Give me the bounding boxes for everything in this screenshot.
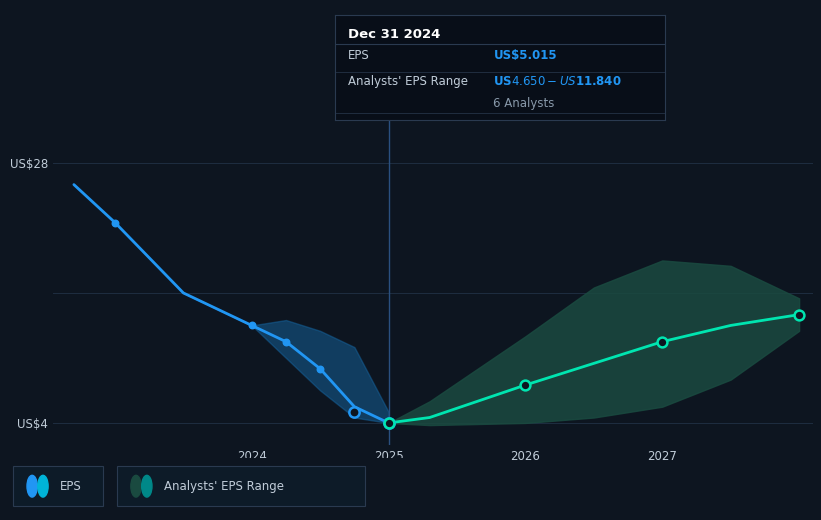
Point: [792, 310, 805, 319]
Text: 6 Analysts: 6 Analysts: [493, 97, 555, 110]
Text: Dec 31 2024: Dec 31 2024: [348, 28, 441, 41]
Point: [382, 419, 395, 427]
Point: [656, 337, 669, 346]
FancyBboxPatch shape: [117, 466, 365, 506]
Text: Analysts Forecasts: Analysts Forecasts: [396, 101, 505, 114]
Point: [382, 419, 395, 427]
Text: Actual: Actual: [345, 101, 382, 114]
Text: Analysts' EPS Range: Analysts' EPS Range: [164, 479, 284, 493]
Ellipse shape: [38, 475, 48, 497]
Text: US$4.650 - US$11.840: US$4.650 - US$11.840: [493, 75, 622, 88]
Point: [245, 321, 259, 330]
Point: [108, 218, 122, 227]
Ellipse shape: [131, 475, 141, 497]
Ellipse shape: [27, 475, 37, 497]
Text: US$5.015: US$5.015: [493, 48, 557, 61]
Point: [348, 408, 361, 416]
Text: EPS: EPS: [348, 48, 370, 61]
Point: [314, 365, 327, 373]
Point: [279, 337, 292, 346]
FancyBboxPatch shape: [13, 466, 103, 506]
Text: Analysts' EPS Range: Analysts' EPS Range: [348, 75, 468, 88]
Ellipse shape: [142, 475, 152, 497]
Point: [519, 381, 532, 389]
Text: EPS: EPS: [60, 479, 82, 493]
